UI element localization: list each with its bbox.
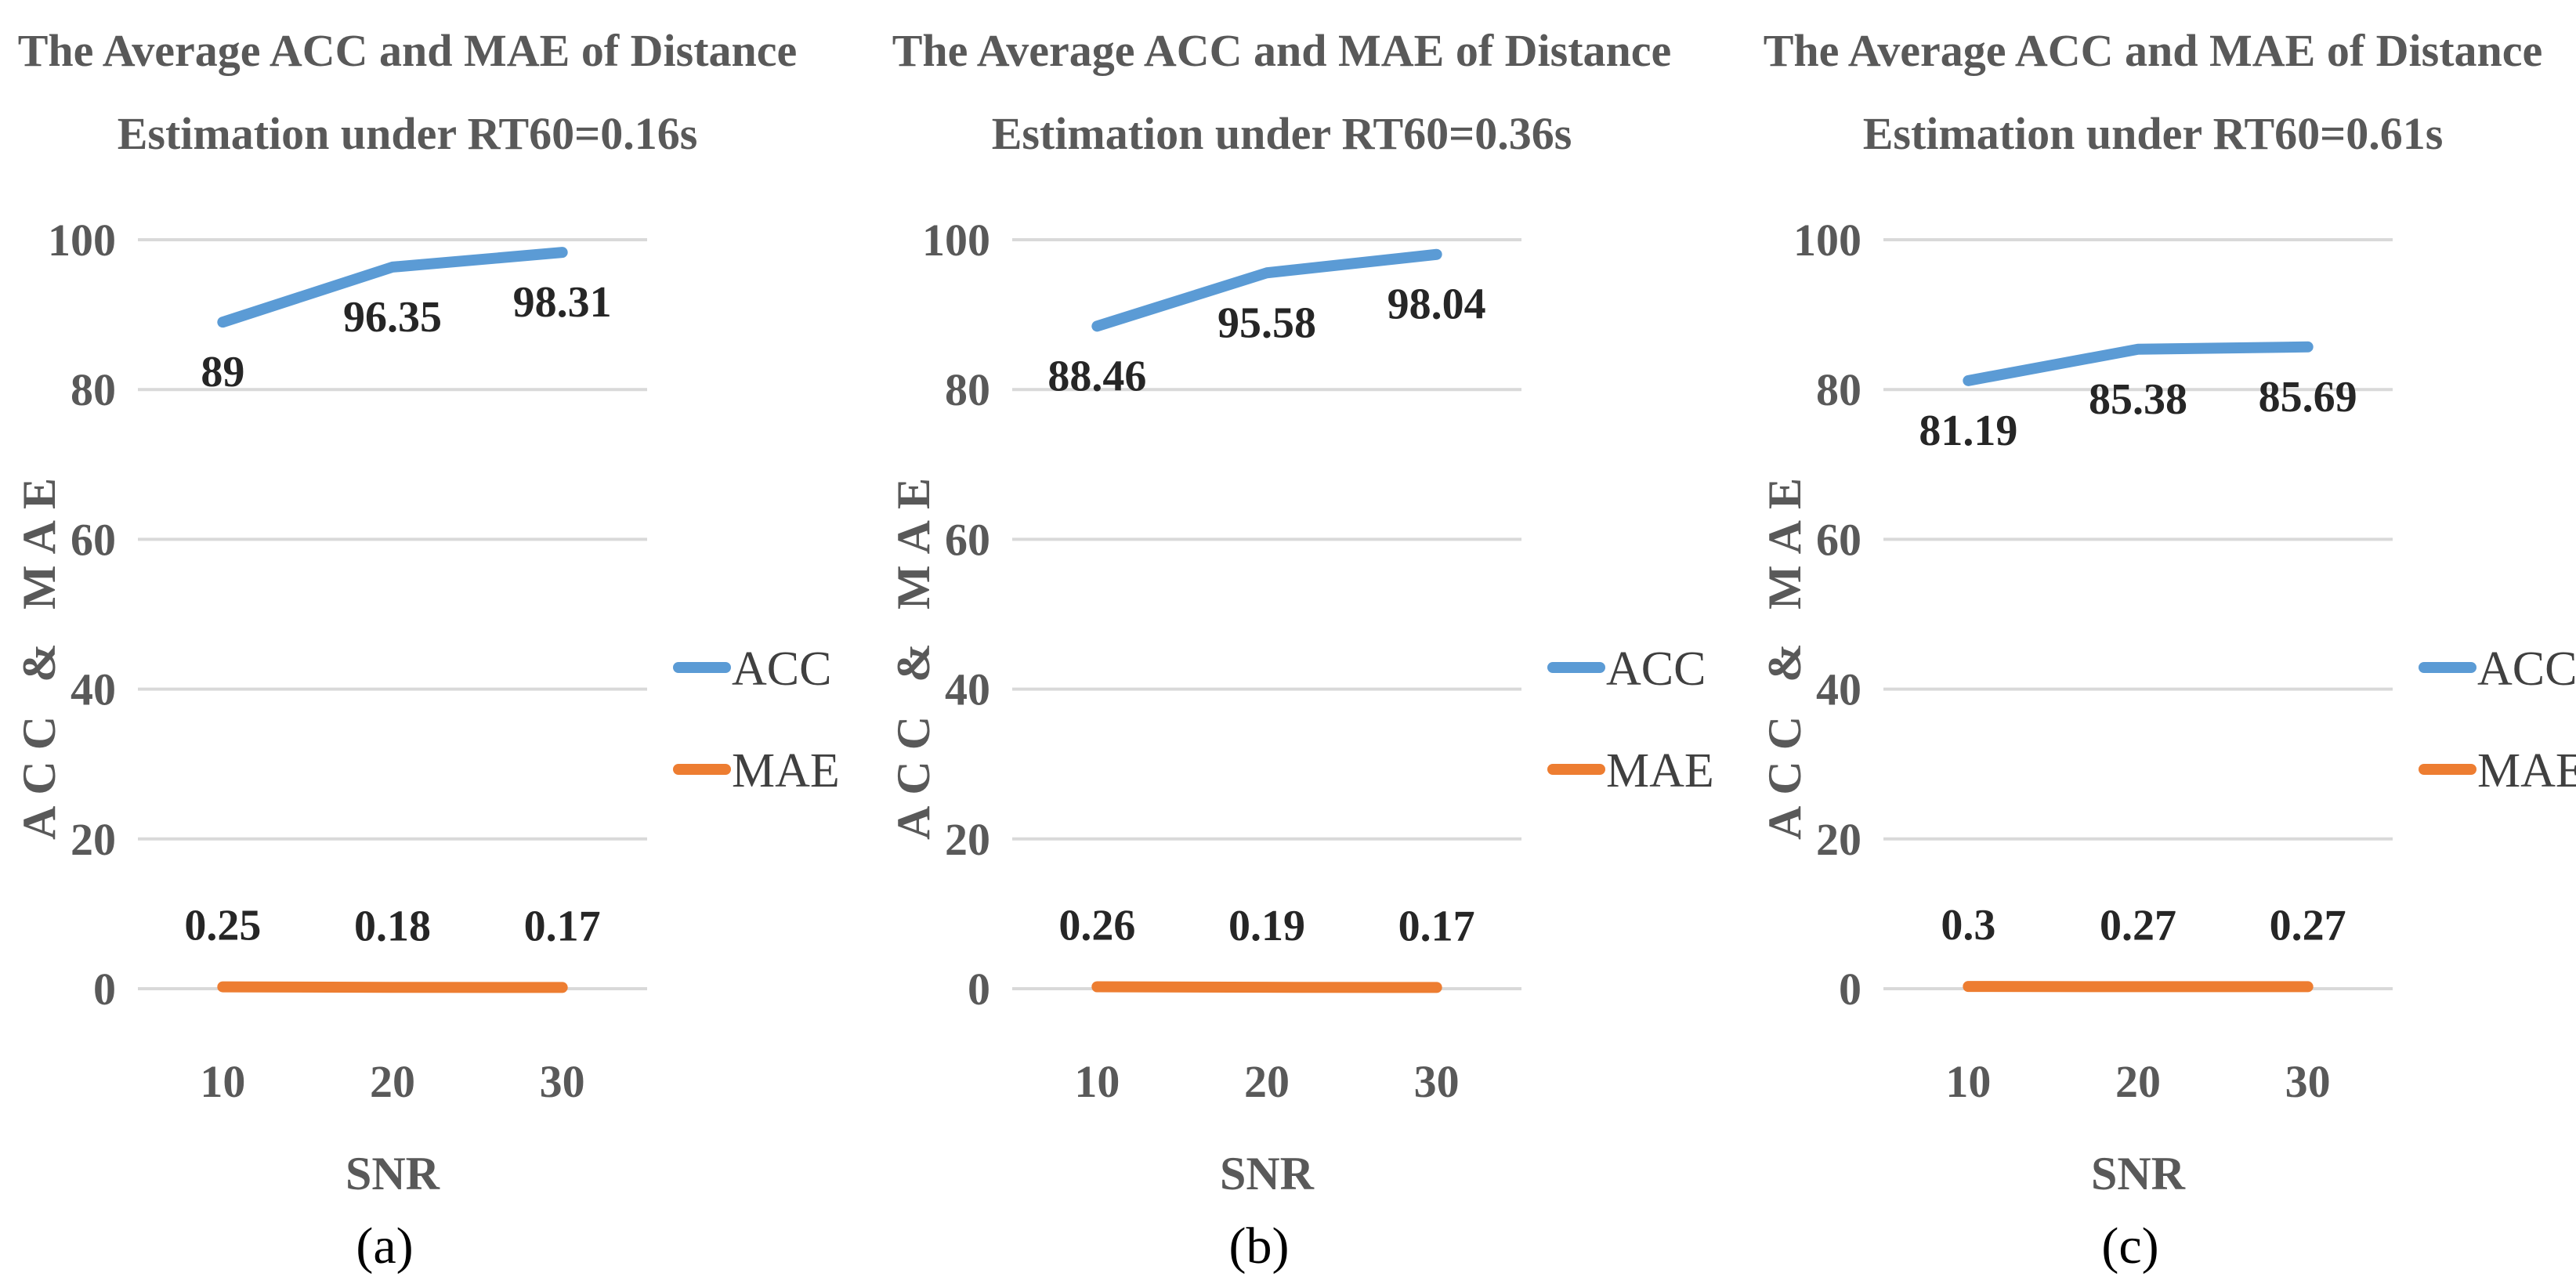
- data-label-mae: 0.19: [1228, 902, 1305, 950]
- data-point-mae: [1435, 986, 1438, 989]
- x-axis-title: SNR: [1220, 1148, 1315, 1199]
- data-label-acc: 89: [201, 348, 244, 396]
- y-tick-label: 80: [945, 364, 990, 415]
- panel-caption: (c): [2101, 1217, 2158, 1275]
- chart-title-line: Estimation under RT60=0.16s: [118, 108, 698, 159]
- data-label-acc: 88.46: [1047, 352, 1146, 400]
- y-tick-label: 0: [1839, 964, 1861, 1015]
- data-point-acc: [222, 321, 224, 324]
- x-tick-label: 30: [540, 1056, 585, 1107]
- data-label-mae: 0.27: [2100, 901, 2176, 950]
- data-label-acc: 85.69: [2259, 373, 2357, 421]
- data-label-mae: 0.27: [2270, 901, 2346, 950]
- data-label-mae: 0.26: [1058, 902, 1135, 950]
- data-point-mae: [2306, 986, 2309, 988]
- y-tick-label: 60: [1816, 514, 1861, 565]
- x-tick-label: 10: [200, 1056, 245, 1107]
- panel-caption: (a): [356, 1217, 413, 1275]
- data-point-acc: [1266, 272, 1268, 274]
- data-point-acc: [561, 251, 563, 254]
- data-point-acc: [2306, 346, 2309, 348]
- x-tick-label: 20: [1244, 1056, 1290, 1107]
- y-tick-label: 0: [93, 964, 116, 1015]
- legend-label-acc: ACC: [1606, 642, 1706, 696]
- chart-panel-1: The Average ACC and MAE of Distance Estim…: [888, 25, 1714, 1275]
- data-point-acc: [392, 266, 393, 268]
- panel-caption: (b): [1229, 1217, 1290, 1275]
- data-label-acc: 85.38: [2089, 375, 2187, 424]
- data-point-mae: [1266, 986, 1268, 989]
- y-tick-label: 40: [1816, 664, 1861, 715]
- y-tick-label: 100: [922, 215, 990, 266]
- legend-label-acc: ACC: [732, 642, 831, 696]
- y-axis-title: ACC & MAE: [13, 467, 65, 840]
- data-label-mae: 0.17: [524, 902, 601, 950]
- chart-title-line: Estimation under RT60=0.36s: [992, 108, 1572, 159]
- data-label-acc: 98.04: [1387, 280, 1486, 329]
- x-tick-label: 20: [370, 1056, 415, 1107]
- x-tick-label: 10: [1074, 1056, 1120, 1107]
- x-tick-label: 20: [2115, 1056, 2161, 1107]
- x-tick-label: 30: [2285, 1056, 2331, 1107]
- y-tick-label: 20: [945, 814, 990, 865]
- data-label-acc: 95.58: [1217, 298, 1316, 347]
- data-label-acc: 81.19: [1919, 407, 2017, 455]
- y-tick-label: 60: [945, 514, 990, 565]
- legend-label-mae: MAE: [1606, 744, 1714, 798]
- y-axis-title: ACC & MAE: [888, 467, 939, 840]
- y-tick-label: 100: [48, 215, 116, 266]
- chart-title-line: The Average ACC and MAE of Distance: [18, 25, 798, 76]
- y-tick-label: 100: [1793, 215, 1861, 266]
- data-point-mae: [222, 986, 224, 988]
- data-label-mae: 0.18: [354, 902, 431, 950]
- y-axis-title: ACC & MAE: [1759, 467, 1811, 840]
- data-point-mae: [2137, 986, 2139, 988]
- chart-title-line: The Average ACC and MAE of Distance: [1764, 25, 2543, 76]
- chart-panel-2: The Average ACC and MAE of Distance Estim…: [1759, 25, 2576, 1275]
- data-point-mae: [392, 986, 393, 989]
- data-label-mae: 0.17: [1398, 902, 1475, 950]
- y-tick-label: 80: [71, 364, 116, 415]
- y-tick-label: 40: [71, 664, 116, 715]
- y-tick-label: 60: [71, 514, 116, 565]
- data-point-mae: [1967, 986, 1970, 988]
- data-point-acc: [1967, 379, 1970, 382]
- x-axis-title: SNR: [2091, 1148, 2186, 1199]
- data-point-acc: [1435, 253, 1438, 255]
- chart-panel-0: The Average ACC and MAE of Distance Estim…: [13, 25, 840, 1275]
- x-tick-label: 30: [1414, 1056, 1460, 1107]
- legend-label-mae: MAE: [2477, 744, 2576, 798]
- data-point-acc: [2137, 348, 2139, 350]
- y-tick-label: 20: [71, 814, 116, 865]
- data-label-acc: 98.31: [513, 278, 612, 327]
- data-point-acc: [1096, 325, 1098, 327]
- y-tick-label: 0: [968, 964, 990, 1015]
- y-tick-label: 40: [945, 664, 990, 715]
- chart-title-line: The Average ACC and MAE of Distance: [892, 25, 1672, 76]
- data-label-mae: 0.25: [184, 902, 261, 950]
- legend-label-mae: MAE: [732, 744, 840, 798]
- data-label-acc: 96.35: [343, 293, 442, 342]
- data-point-mae: [1096, 986, 1098, 988]
- x-axis-title: SNR: [346, 1148, 440, 1199]
- x-tick-label: 10: [1945, 1056, 1991, 1107]
- y-tick-label: 20: [1816, 814, 1861, 865]
- chart-title-line: Estimation under RT60=0.61s: [1863, 108, 2444, 159]
- legend-label-acc: ACC: [2477, 642, 2576, 696]
- charts-root: The Average ACC and MAE of Distance Estim…: [13, 25, 2576, 1275]
- y-tick-label: 80: [1816, 364, 1861, 415]
- data-point-mae: [561, 986, 563, 989]
- data-label-mae: 0.3: [1941, 901, 1995, 950]
